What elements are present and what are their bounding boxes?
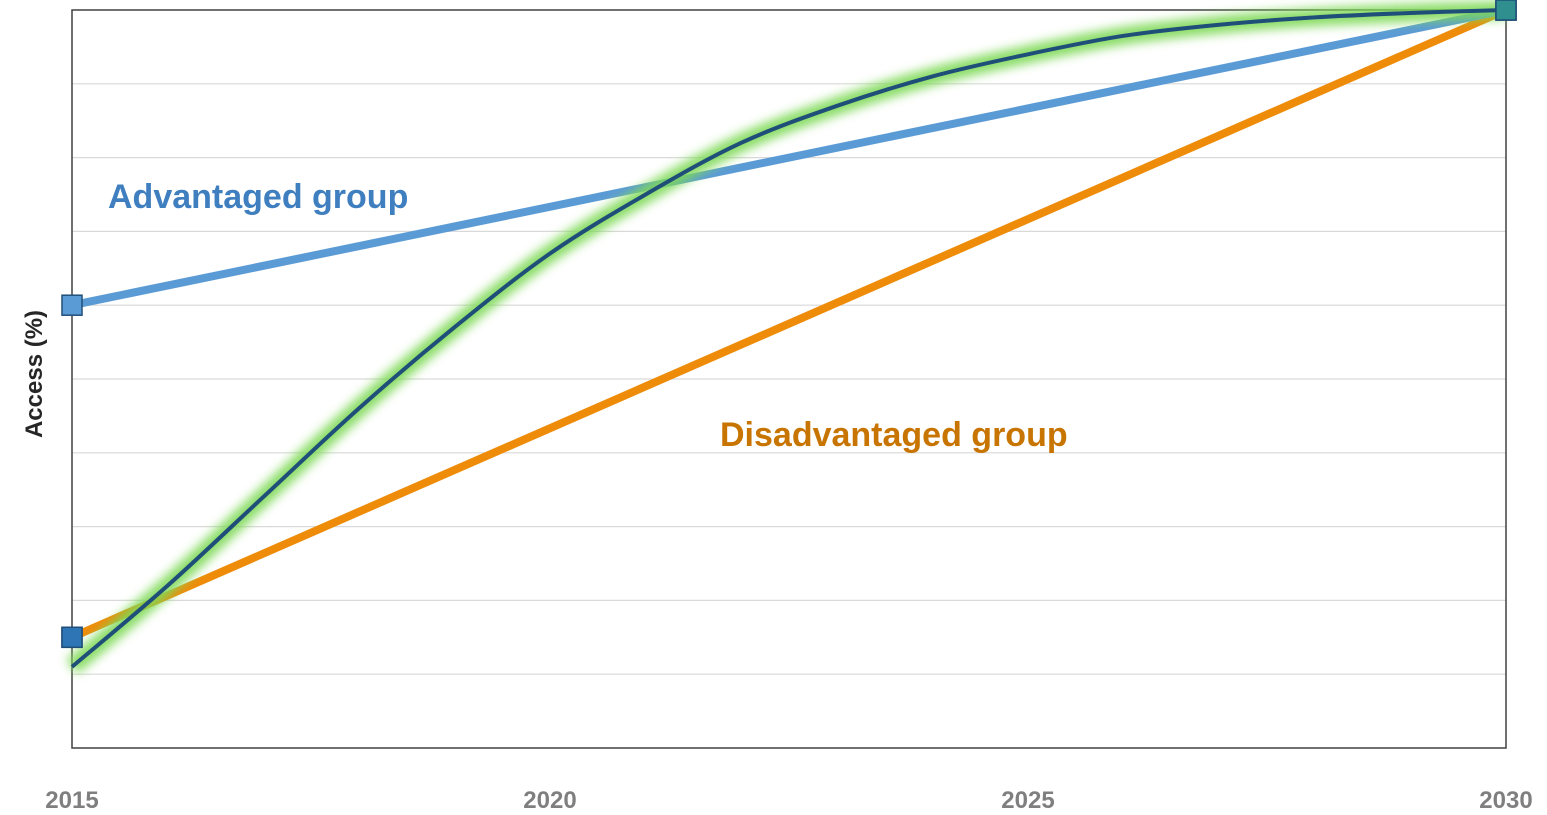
curve-line [70, 8, 1507, 669]
x-tick-label: 2025 [1001, 787, 1054, 814]
series-labels: Advantaged group Disadvantaged group [108, 178, 1068, 454]
x-tick-label: 2030 [1479, 787, 1532, 814]
x-tick-label: 2020 [523, 787, 576, 814]
curve-glow [66, 1, 1507, 674]
series-label: Advantaged group [108, 178, 408, 216]
y-axis-label: Access (%) [21, 310, 48, 438]
series-label: Disadvantaged group [720, 416, 1068, 454]
data-point-marker [1495, 0, 1517, 21]
x-tick-label: 2015 [45, 787, 98, 814]
data-point-marker [61, 294, 83, 316]
series-line-disadvantaged [70, 6, 1508, 641]
series-layer [61, 0, 1517, 674]
series-line-advantaged [71, 6, 1507, 310]
gridlines [72, 83, 1506, 675]
data-point-marker [61, 626, 83, 649]
x-axis-ticks: 2015 2020 2025 2030 [45, 787, 1532, 814]
plot-area [71, 9, 1507, 749]
